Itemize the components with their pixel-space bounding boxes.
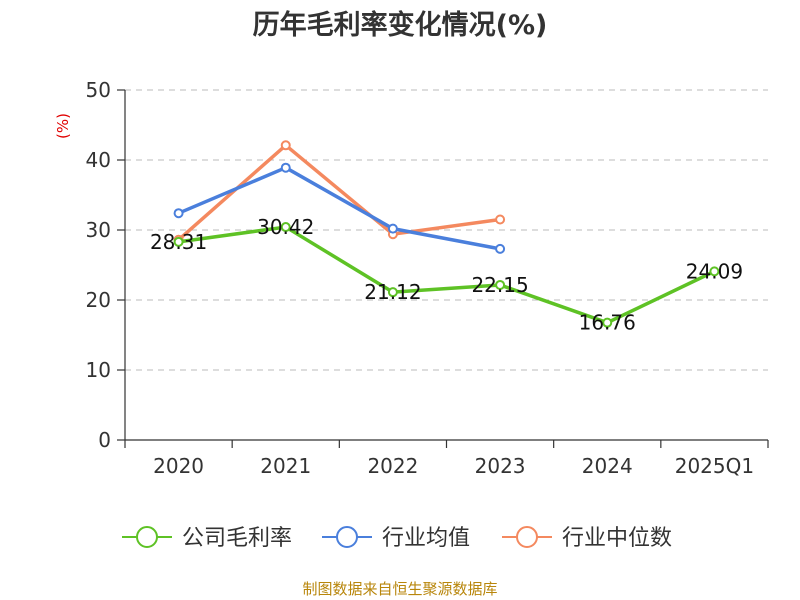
- legend-label: 行业中位数: [562, 526, 672, 551]
- data-point[interactable]: [173, 236, 184, 247]
- x-tick-label: 2021: [260, 454, 311, 478]
- data-point[interactable]: [495, 243, 506, 254]
- data-point[interactable]: [280, 162, 291, 173]
- y-axis-label: (%): [54, 113, 72, 139]
- series-line: [177, 165, 501, 251]
- chart-title: 历年毛利率变化情况(%): [253, 9, 548, 41]
- data-point[interactable]: [602, 317, 613, 328]
- legend-item[interactable]: 行业均值: [322, 526, 470, 551]
- data-label: 24.09: [686, 259, 743, 283]
- data-label: 30.42: [257, 215, 314, 239]
- y-tick-label: 50: [86, 78, 111, 102]
- source-note: 制图数据来自恒生聚源数据库: [302, 580, 497, 598]
- x-tick-label: 2023: [475, 454, 526, 478]
- legend-item[interactable]: 公司毛利率: [122, 526, 292, 551]
- data-point[interactable]: [495, 214, 506, 225]
- x-tick-label: 2020: [153, 454, 204, 478]
- legend[interactable]: 公司毛利率 行业均值 行业中位数: [122, 526, 672, 551]
- data-labels: 28.31 30.42 21.12 22.15 16.76 24.09: [150, 215, 743, 335]
- data-point[interactable]: [173, 208, 184, 219]
- legend-marker: [516, 526, 538, 548]
- y-tick-label: 40: [86, 148, 111, 172]
- data-point[interactable]: [387, 223, 398, 234]
- axes: 0 10 20 30 40 50 2020 2021 2022 2023 2024 2025Q1: [86, 78, 769, 478]
- series-group: [173, 140, 720, 328]
- data-point[interactable]: [387, 287, 398, 298]
- y-tick-label: 0: [98, 428, 111, 452]
- data-label: 16.76: [579, 311, 636, 335]
- y-tick-label: 30: [86, 218, 111, 242]
- x-tick-label: 2024: [582, 454, 633, 478]
- data-point[interactable]: [709, 266, 720, 277]
- series-line: [177, 143, 501, 242]
- x-tick-label: 2025Q1: [675, 454, 754, 478]
- legend-marker: [136, 526, 158, 548]
- data-label: 28.31: [150, 230, 207, 254]
- data-label: 22.15: [471, 273, 528, 297]
- data-point[interactable]: [280, 222, 291, 233]
- legend-label: 公司毛利率: [182, 526, 292, 551]
- x-tick-label: 2022: [367, 454, 418, 478]
- y-tick-label: 10: [86, 358, 111, 382]
- data-point[interactable]: [280, 140, 291, 151]
- legend-label: 行业均值: [382, 526, 470, 551]
- legend-marker: [336, 526, 358, 548]
- gridlines: [125, 89, 768, 371]
- legend-item[interactable]: 行业中位数: [502, 526, 672, 551]
- series-line: [178, 225, 716, 325]
- data-point[interactable]: [495, 279, 506, 290]
- data-label: 21.12: [364, 280, 421, 304]
- y-tick-label: 20: [86, 288, 111, 312]
